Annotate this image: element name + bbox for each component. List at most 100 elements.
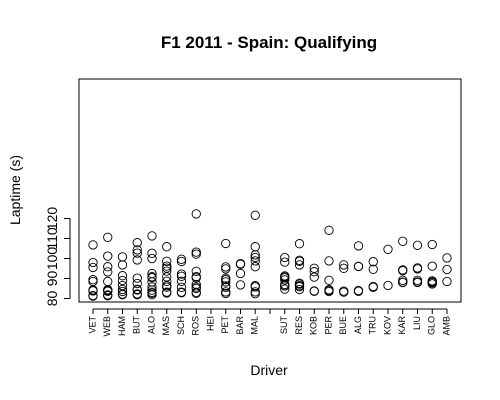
x-tick-label: KAR bbox=[397, 316, 407, 335]
data-point bbox=[147, 253, 157, 264]
x-tick-label: BUE bbox=[338, 316, 348, 335]
data-point bbox=[88, 276, 98, 287]
x-axis-label: Driver bbox=[250, 362, 288, 378]
data-point bbox=[250, 262, 260, 272]
x-tick-label: SUT bbox=[279, 315, 289, 334]
data-point bbox=[191, 249, 201, 259]
data-point bbox=[147, 268, 157, 279]
data-point bbox=[398, 236, 408, 246]
data-point bbox=[353, 261, 364, 271]
data-point bbox=[309, 267, 319, 277]
data-point bbox=[103, 262, 113, 272]
x-tick-label: SCH bbox=[176, 316, 186, 335]
data-point bbox=[132, 238, 142, 248]
data-point bbox=[132, 248, 142, 258]
data-point bbox=[309, 286, 319, 296]
data-point bbox=[162, 261, 172, 271]
data-point bbox=[176, 271, 187, 281]
data-point bbox=[294, 284, 305, 295]
chart-title: F1 2011 - Spain: Qualifying bbox=[161, 33, 377, 52]
data-point bbox=[117, 260, 128, 270]
data-point bbox=[442, 264, 452, 275]
data-point bbox=[176, 287, 187, 297]
x-tick-label: MAL bbox=[250, 316, 260, 335]
x-tick-label: HAM bbox=[117, 316, 127, 336]
data-point bbox=[324, 285, 334, 295]
x-tick-label: AMB bbox=[441, 316, 451, 336]
data-point bbox=[162, 287, 172, 297]
x-tick-label: LIU bbox=[412, 316, 422, 330]
data-point bbox=[353, 241, 364, 251]
data-point bbox=[427, 276, 437, 286]
data-point bbox=[162, 266, 172, 276]
x-tick-label: VET bbox=[87, 316, 97, 334]
plot-area-box bbox=[78, 78, 462, 303]
data-point bbox=[191, 279, 201, 290]
data-point bbox=[324, 256, 334, 266]
data-point bbox=[132, 284, 142, 294]
data-point bbox=[132, 278, 142, 289]
y-tick-label: 90 bbox=[44, 271, 60, 287]
y-axis-label: Laptime (s) bbox=[7, 155, 23, 225]
x-tick-label: ALG bbox=[353, 316, 363, 334]
data-point bbox=[191, 282, 201, 292]
data-point bbox=[191, 209, 201, 219]
data-point bbox=[353, 286, 364, 296]
data-point bbox=[221, 273, 231, 283]
data-point bbox=[294, 239, 305, 249]
data-point bbox=[176, 276, 187, 286]
y-tick-label: 110 bbox=[44, 227, 60, 250]
data-point bbox=[398, 266, 408, 276]
x-tick-label: KOB bbox=[309, 316, 319, 335]
data-point bbox=[103, 267, 113, 277]
data-point bbox=[235, 280, 246, 290]
data-point bbox=[103, 232, 113, 242]
data-point bbox=[132, 245, 142, 255]
data-point bbox=[368, 264, 378, 274]
data-point bbox=[442, 253, 452, 263]
data-point bbox=[412, 240, 423, 250]
data-point bbox=[176, 282, 187, 292]
data-point bbox=[88, 240, 98, 250]
x-tick-label: RES bbox=[294, 316, 304, 335]
data-point bbox=[309, 263, 319, 273]
data-point bbox=[221, 238, 231, 249]
data-point bbox=[398, 277, 408, 287]
data-point bbox=[191, 247, 201, 257]
data-point bbox=[250, 242, 260, 252]
data-point bbox=[353, 285, 364, 296]
x-tick-label: ROS bbox=[191, 316, 201, 336]
data-point bbox=[280, 257, 290, 267]
data-point bbox=[176, 256, 187, 267]
data-point bbox=[235, 259, 246, 269]
data-point bbox=[132, 289, 142, 299]
data-point bbox=[427, 239, 437, 250]
x-tick-label: PER bbox=[323, 316, 333, 335]
x-tick-label: WEB bbox=[102, 316, 112, 337]
data-point bbox=[162, 263, 172, 273]
data-point bbox=[162, 276, 172, 286]
data-point bbox=[398, 275, 408, 285]
data-point bbox=[191, 272, 201, 282]
x-axis: VET WEB HAM BUT ALO MAS SCH ROS HEI PET BAR MAL SUT R… bbox=[87, 308, 451, 337]
x-tick-label: ALO bbox=[146, 316, 156, 334]
data-point bbox=[368, 281, 378, 292]
data-point bbox=[117, 271, 128, 281]
data-point bbox=[117, 286, 128, 297]
x-tick-label: KOV bbox=[382, 316, 392, 335]
data-point bbox=[132, 273, 142, 283]
data-point bbox=[88, 290, 98, 301]
data-point bbox=[88, 262, 98, 273]
data-point bbox=[250, 287, 260, 297]
data-point bbox=[191, 287, 201, 297]
data-point bbox=[103, 290, 113, 300]
data-point bbox=[162, 256, 172, 266]
data-point bbox=[147, 282, 157, 292]
data-point bbox=[221, 262, 231, 272]
data-point bbox=[383, 244, 393, 254]
x-tick-label: HEI bbox=[205, 316, 215, 331]
data-point bbox=[117, 252, 128, 262]
data-point bbox=[221, 277, 231, 287]
data-point bbox=[147, 287, 157, 297]
